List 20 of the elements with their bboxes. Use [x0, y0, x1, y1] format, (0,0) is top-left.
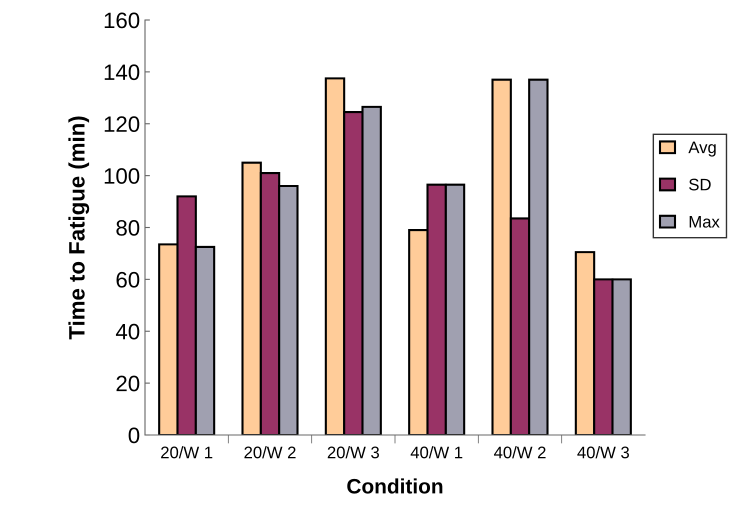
- x-tick-label: 40/W 1: [410, 446, 462, 458]
- y-tick-label: 80: [116, 220, 140, 236]
- y-tick-label: 100: [104, 168, 140, 184]
- y-tick-label: 140: [104, 64, 140, 80]
- x-tick-label: 40/W 3: [577, 446, 629, 458]
- y-tick-label: 60: [116, 272, 140, 288]
- y-tick-label: 0: [128, 428, 140, 444]
- y-tick-label: 160: [104, 12, 140, 28]
- legend-label: Avg: [688, 142, 716, 157]
- x-tick-label: 20/W 2: [244, 446, 296, 458]
- y-tick-label: 20: [116, 376, 140, 392]
- y-tick-label: 120: [104, 116, 140, 132]
- legend-label: Max: [690, 216, 720, 228]
- legend-label: SD: [689, 178, 711, 190]
- x-tick-label: 20/W 1: [161, 446, 212, 458]
- y-axis-title: Time to Fatigue (min): [68, 116, 90, 340]
- x-axis-title: Condition: [347, 478, 442, 494]
- x-tick-label: 40/W 2: [494, 446, 546, 458]
- x-tick-label: 20/W 3: [328, 446, 379, 458]
- y-tick-label: 40: [116, 324, 140, 340]
